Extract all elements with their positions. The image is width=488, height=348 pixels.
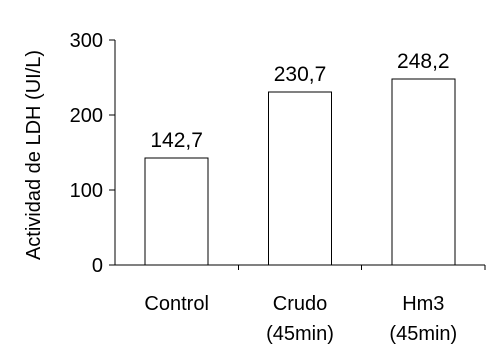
x-tick-label: (45min) bbox=[266, 323, 334, 345]
bars bbox=[144, 78, 456, 266]
bar bbox=[391, 78, 456, 266]
data-label: 142,7 bbox=[150, 129, 203, 152]
x-tick-label: (45min) bbox=[389, 323, 457, 345]
data-label: 248,2 bbox=[397, 50, 450, 73]
x-tick-label: Crudo bbox=[273, 293, 327, 315]
y-axis-label: Actividad de LDH (UI/L) bbox=[23, 50, 45, 260]
bar bbox=[144, 157, 209, 266]
labels: 0 100 200 300 142,7 Control 230,7 Crudo (45min) 2… bbox=[70, 30, 458, 345]
data-label: 230,7 bbox=[274, 63, 327, 86]
x-tick-label: Control bbox=[144, 293, 208, 315]
bar bbox=[268, 91, 332, 266]
x-tick-label: Hm3 bbox=[402, 293, 444, 315]
y-tick-label: 200 bbox=[70, 105, 103, 127]
y-tick-label: 300 bbox=[70, 30, 103, 52]
y-tick-label: 100 bbox=[70, 180, 103, 202]
y-tick-label: 0 bbox=[92, 255, 103, 277]
